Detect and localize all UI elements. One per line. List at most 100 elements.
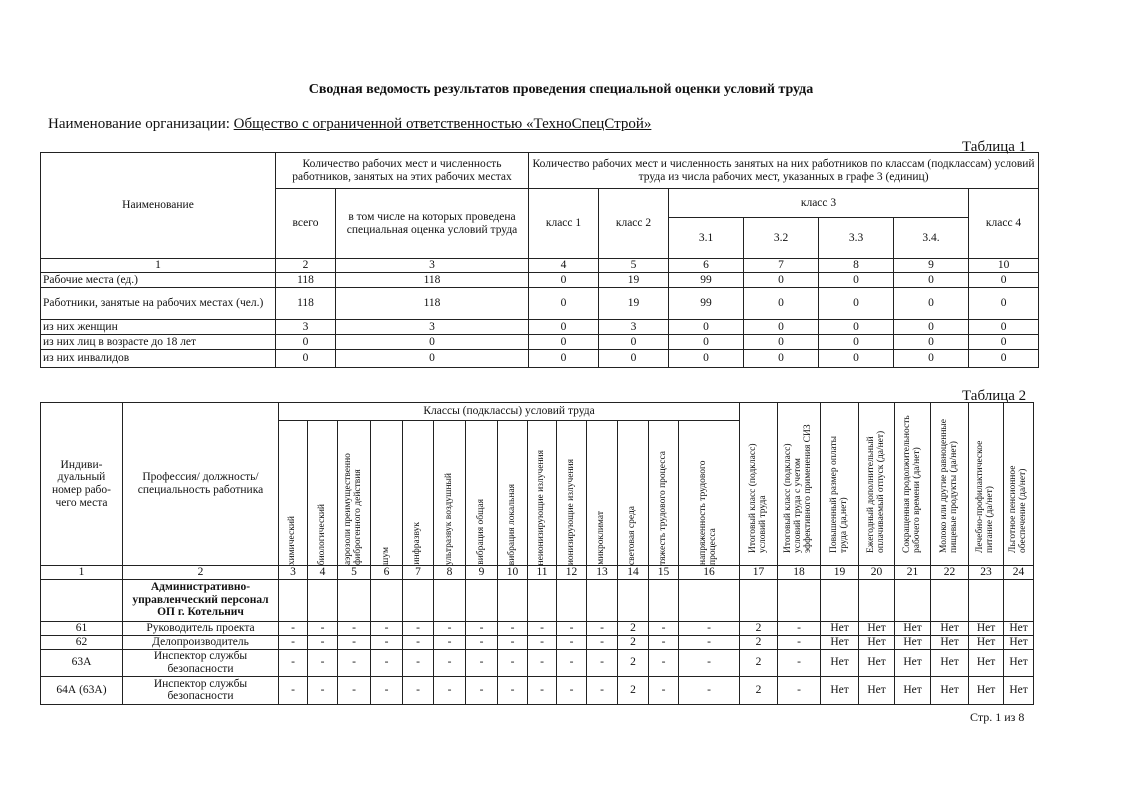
cell-value: 0 <box>743 287 820 320</box>
cell-value: - <box>433 648 466 677</box>
column-number: 6 <box>370 565 403 580</box>
cell-value: - <box>497 648 528 677</box>
cell-value: - <box>556 675 587 705</box>
cell-value: - <box>497 675 528 705</box>
header-column: Итоговый класс (подкласс) условий труда <box>739 402 779 566</box>
header-class1: класс 1 <box>528 188 600 259</box>
cell-value: 0 <box>668 319 745 335</box>
cell-value: 118 <box>334 287 530 320</box>
header-text: вибрация локальная <box>506 483 517 565</box>
cell-value: - <box>527 620 557 636</box>
cell-value: - <box>278 648 308 677</box>
header-column: Повышенный размер оплаты труда (да,нет) <box>820 402 860 566</box>
header-text: Сокращенная продолжительность рабочего в… <box>901 415 922 553</box>
column-number: 7 <box>402 565 434 580</box>
column-number: 3 <box>334 258 530 273</box>
header-count: Количество рабочих мест и численность ра… <box>274 152 530 189</box>
group-empty <box>465 578 498 622</box>
column-number: 23 <box>968 565 1005 580</box>
header-text: Итоговый класс (подкласс) условий труда <box>747 443 768 553</box>
cell-value: 0 <box>893 272 970 288</box>
header-factor: ультразвук воздушный <box>433 420 466 566</box>
cell-value: - <box>465 648 498 677</box>
cell-value: - <box>402 675 434 705</box>
cell-value: 0 <box>968 272 1040 288</box>
header-text: Итоговый класс (подкласс) условий труда … <box>783 424 814 553</box>
cell-value: - <box>677 620 741 636</box>
cell-value: - <box>307 620 338 636</box>
column-number: 5 <box>337 565 371 580</box>
header-text: Льготное пенсионное обеспечение (да/нет) <box>1007 465 1028 553</box>
cell-value: - <box>527 675 557 705</box>
header-text: химический <box>287 515 298 565</box>
cell-value: 0 <box>275 349 336 368</box>
cell-value: - <box>527 648 557 677</box>
header-column: Лечебно-профилактическое питание (да/нет… <box>968 402 1005 566</box>
column-number: 21 <box>894 565 932 580</box>
cell-value: - <box>278 675 308 705</box>
cell-value: 118 <box>275 272 336 288</box>
cell-value: 2 <box>617 620 649 636</box>
header-text: шум <box>380 547 391 565</box>
table-row: из них женщин 3 3 0 3 0 0 0 0 0 <box>40 319 1040 335</box>
cell-value: - <box>677 675 741 705</box>
column-number: 11 <box>527 565 557 580</box>
cell-value: 0 <box>275 334 336 350</box>
group-label: Административно-управленческий персонал … <box>122 578 279 622</box>
table-row: 64А (63А) Инспектор службы безопасности - -… <box>40 675 1035 705</box>
header-factor: микроклимат <box>586 420 618 566</box>
column-number: 13 <box>586 565 618 580</box>
row-label: Работники, занятые на рабочих местах (че… <box>40 287 276 320</box>
cell-value: - <box>433 675 466 705</box>
cell-value: Нет <box>930 648 970 677</box>
group-empty <box>433 578 466 622</box>
cell-value: - <box>527 634 557 650</box>
cell-value: Нет <box>858 634 896 650</box>
cell-value: - <box>777 675 822 705</box>
cell-value: 3 <box>334 319 530 335</box>
cell-value: - <box>586 648 618 677</box>
column-number: 9 <box>893 258 970 273</box>
table-row: 63А Инспектор службы безопасности - - - - - - - -… <box>40 648 1035 677</box>
table1-caption: Таблица 1 <box>962 139 1027 155</box>
cell-value: 2 <box>739 675 779 705</box>
header-text: ультразвук воздушный <box>443 472 454 565</box>
column-number: 2 <box>275 258 336 273</box>
cell-value: - <box>370 634 403 650</box>
cell-value: Нет <box>894 620 932 636</box>
cell-value: Нет <box>968 620 1005 636</box>
header-row: 3.1 3.2 3.3 3.4. <box>41 217 1039 259</box>
profession: Инспектор службы безопасности <box>122 648 279 677</box>
header-factor: биологический <box>307 420 338 566</box>
header-classes: Классы (подклассы) условий труда <box>277 402 741 421</box>
cell-value: - <box>307 634 338 650</box>
header-subclass: 3.2 <box>743 217 820 259</box>
column-number: 19 <box>820 565 860 580</box>
cell-value: - <box>278 634 308 650</box>
cell-value: - <box>465 675 498 705</box>
cell-value: 0 <box>668 349 745 368</box>
column-number: 1 <box>40 565 123 580</box>
cell-value: 0 <box>893 319 970 335</box>
cell-value: - <box>278 620 308 636</box>
header-factor: вибрация локальная <box>497 420 528 566</box>
column-number: 8 <box>433 565 466 580</box>
header-workplace-id: Индиви-дуальный номер рабо-чего места <box>40 402 123 566</box>
org-label: Наименование организации: <box>48 116 230 132</box>
cell-value: 0 <box>668 334 745 350</box>
cell-value: 99 <box>668 272 745 288</box>
table2-caption: Таблица 2 <box>962 388 1027 404</box>
cell-value: 2 <box>617 634 649 650</box>
header-row: химический биологический аэрозоли преимуще… <box>41 420 1034 566</box>
profession: Инспектор службы безопасности <box>122 675 279 705</box>
cell-value: Нет <box>968 648 1005 677</box>
cell-value: 19 <box>598 287 670 320</box>
column-number: 22 <box>930 565 970 580</box>
header-class3: класс 3 <box>668 188 970 218</box>
cell-value: - <box>433 620 466 636</box>
column-number: 3 <box>278 565 308 580</box>
column-number: 10 <box>968 258 1040 273</box>
header-column: Льготное пенсионное обеспечение (да/нет) <box>1003 402 1035 566</box>
header-text: аэрозоли преимущественно фиброгенного де… <box>343 453 363 565</box>
header-subclass: 3.4. <box>893 217 970 259</box>
